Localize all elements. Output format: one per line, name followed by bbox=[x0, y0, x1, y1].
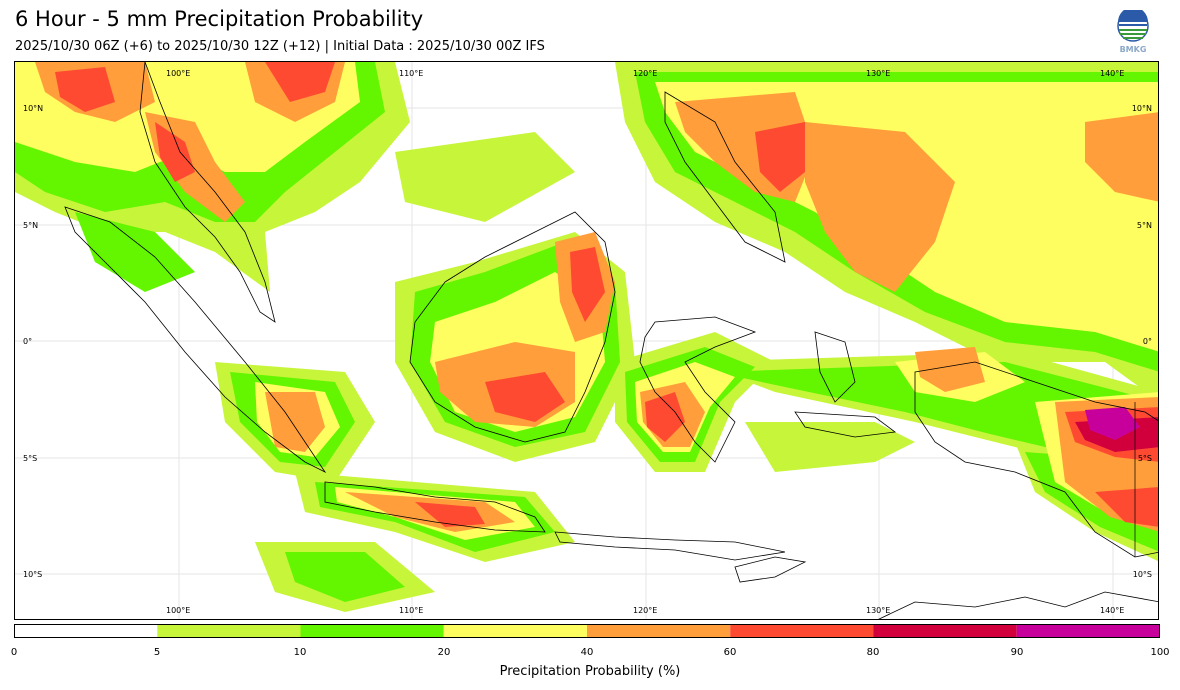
logo-text: BMKG bbox=[1120, 45, 1147, 54]
lon-label-130-bottom: 130°E bbox=[866, 606, 890, 615]
colorbar-segment-6 bbox=[873, 624, 1017, 638]
colorbar bbox=[14, 624, 1160, 638]
lat-label-5n-right: 5°N bbox=[1137, 221, 1152, 230]
colorbar-tick-60: 60 bbox=[723, 647, 737, 658]
colorbar-tick-40: 40 bbox=[580, 647, 594, 658]
lon-label-120-top: 120°E bbox=[633, 69, 657, 78]
colorbar-tick-10: 10 bbox=[293, 647, 307, 658]
colorbar-segment-3 bbox=[443, 624, 587, 638]
colorbar-tick-20: 20 bbox=[437, 647, 451, 658]
lat-label-10n-right: 10°N bbox=[1132, 104, 1152, 113]
lon-label-100-top: 100°E bbox=[166, 69, 190, 78]
lat-label-5s-right: 5°S bbox=[1138, 454, 1152, 463]
colorbar-tick-100: 100 bbox=[1150, 647, 1170, 658]
colorbar-tick-0: 0 bbox=[10, 647, 18, 658]
colorbar-segment-0 bbox=[14, 624, 158, 638]
colorbar-segment-7 bbox=[1016, 624, 1160, 638]
colorbar-segment-1 bbox=[157, 624, 301, 638]
lat-label-5n-left: 5°N bbox=[23, 221, 38, 230]
lat-label-10s-left: 10°S bbox=[23, 570, 42, 579]
colorbar-tick-80: 80 bbox=[866, 647, 880, 658]
colorbar-tick-5: 5 bbox=[153, 647, 161, 658]
lon-label-110-top: 110°E bbox=[399, 69, 423, 78]
bmkg-logo: BMKG bbox=[1113, 7, 1153, 56]
lat-label-0-right: 0° bbox=[1143, 337, 1152, 346]
lon-label-140-bottom: 140°E bbox=[1100, 606, 1124, 615]
map-subtitle: 2025/10/30 06Z (+6) to 2025/10/30 12Z (+… bbox=[15, 39, 545, 54]
lon-label-140-top: 140°E bbox=[1100, 69, 1124, 78]
map-title: 6 Hour - 5 mm Precipitation Probability bbox=[15, 7, 424, 31]
lon-label-110-bottom: 110°E bbox=[399, 606, 423, 615]
lon-label-100-bottom: 100°E bbox=[166, 606, 190, 615]
lon-label-120-bottom: 120°E bbox=[633, 606, 657, 615]
colorbar-segment-5 bbox=[730, 624, 874, 638]
lat-label-0-left: 0° bbox=[23, 337, 32, 346]
colorbar-segment-2 bbox=[300, 624, 444, 638]
colorbar-tick-90: 90 bbox=[1010, 647, 1024, 658]
precipitation-map[interactable]: 100°E 110°E 120°E 130°E 140°E 100°E 110°… bbox=[14, 61, 1159, 620]
colorbar-label: Precipitation Probability (%) bbox=[499, 664, 681, 679]
lat-label-10n-left: 10°N bbox=[23, 104, 43, 113]
lat-label-10s-right: 10°S bbox=[1133, 570, 1152, 579]
lon-label-130-top: 130°E bbox=[866, 69, 890, 78]
lat-label-5s-left: 5°S bbox=[23, 454, 37, 463]
colorbar-segment-4 bbox=[587, 624, 731, 638]
